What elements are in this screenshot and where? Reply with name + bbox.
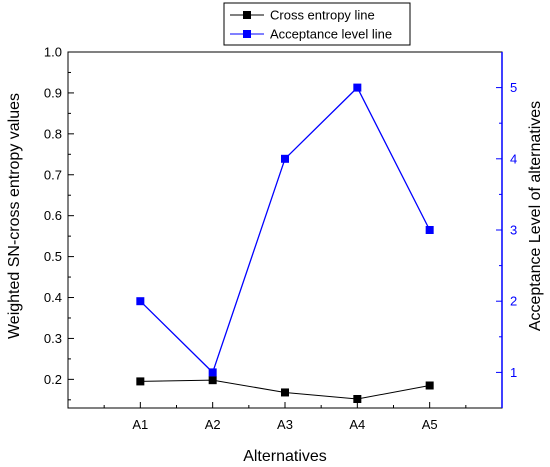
y-axis-left-title: Weighted SN-cross entropy values <box>6 93 23 339</box>
left-tick-label: 0.3 <box>44 331 62 346</box>
x-axis: A1 A2 A3 A4 A5 <box>103 402 467 432</box>
plot-frame-rect <box>67 51 503 409</box>
left-tick-label: 0.5 <box>44 249 62 264</box>
right-tick-label: 4 <box>510 151 517 166</box>
left-tick-label: 0.6 <box>44 208 62 223</box>
legend-box <box>223 2 411 46</box>
acceptance-level-point <box>208 368 217 377</box>
cross-entropy-point <box>136 377 145 386</box>
acceptance-level-point <box>425 226 434 234</box>
acceptance-level-point <box>281 154 289 163</box>
left-tick-label: 0.4 <box>44 290 62 305</box>
right-tick-label: 3 <box>510 223 517 238</box>
right-axis: 1 2 3 4 5 <box>496 80 517 380</box>
x-axis-title: Alternatives <box>243 448 327 465</box>
x-tick-label: A3 <box>277 417 293 432</box>
cross-entropy-point <box>208 376 217 385</box>
legend: Cross entropy line Acceptance level line <box>223 2 411 46</box>
y-axis-right-title: Acceptance Level of alternatives <box>527 101 544 331</box>
x-tick-label: A1 <box>132 417 148 432</box>
cross-entropy-point <box>353 394 362 403</box>
x-tick-label: A5 <box>422 417 438 432</box>
series-layer <box>136 83 434 403</box>
x-tick-label: A2 <box>205 417 221 432</box>
left-tick-label: 0.9 <box>44 85 62 100</box>
left-tick-label: 0.2 <box>44 372 62 387</box>
legend-swatch-marker <box>243 30 251 38</box>
cross-entropy-point <box>425 381 434 390</box>
left-tick-label: 0.7 <box>44 167 62 182</box>
acceptance-level-point <box>136 297 145 306</box>
legend-swatch-marker <box>243 11 251 19</box>
right-tick-label: 1 <box>510 365 517 380</box>
left-tick-label: 1.0 <box>44 45 62 60</box>
left-axis: 0.2 0.3 0.4 0.5 0.6 0.7 0.8 0.9 1.0 <box>44 45 74 401</box>
legend-entry-label: Acceptance level line <box>270 27 392 42</box>
x-tick-label: A4 <box>349 417 365 432</box>
right-tick-label: 2 <box>510 294 517 309</box>
right-tick-label: 5 <box>510 80 517 95</box>
acceptance-level-point <box>353 83 362 92</box>
plot-frame <box>67 51 503 409</box>
legend-entry-label: Cross entropy line <box>270 8 375 23</box>
cross-entropy-point <box>281 388 289 397</box>
acceptance-level-line <box>139 86 431 374</box>
left-tick-label: 0.8 <box>44 126 62 141</box>
